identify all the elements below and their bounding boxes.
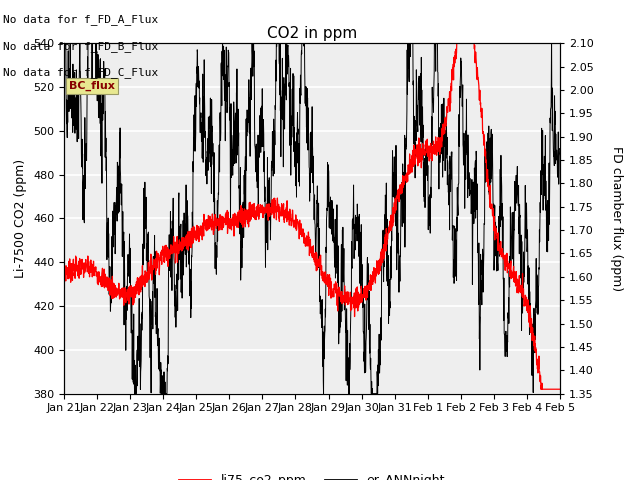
Text: No data for f_FD_C_Flux: No data for f_FD_C_Flux bbox=[3, 67, 159, 78]
Y-axis label: FD chamber flux (ppm): FD chamber flux (ppm) bbox=[611, 146, 623, 291]
Text: No data for f_FD_A_Flux: No data for f_FD_A_Flux bbox=[3, 14, 159, 25]
Text: BC_flux: BC_flux bbox=[69, 81, 115, 91]
Title: CO2 in ppm: CO2 in ppm bbox=[267, 25, 357, 41]
Legend: li75_co2_ppm, er_ANNnight: li75_co2_ppm, er_ANNnight bbox=[174, 469, 450, 480]
Text: No data for f_FD_B_Flux: No data for f_FD_B_Flux bbox=[3, 41, 159, 52]
Y-axis label: Li-7500 CO2 (ppm): Li-7500 CO2 (ppm) bbox=[15, 159, 28, 278]
